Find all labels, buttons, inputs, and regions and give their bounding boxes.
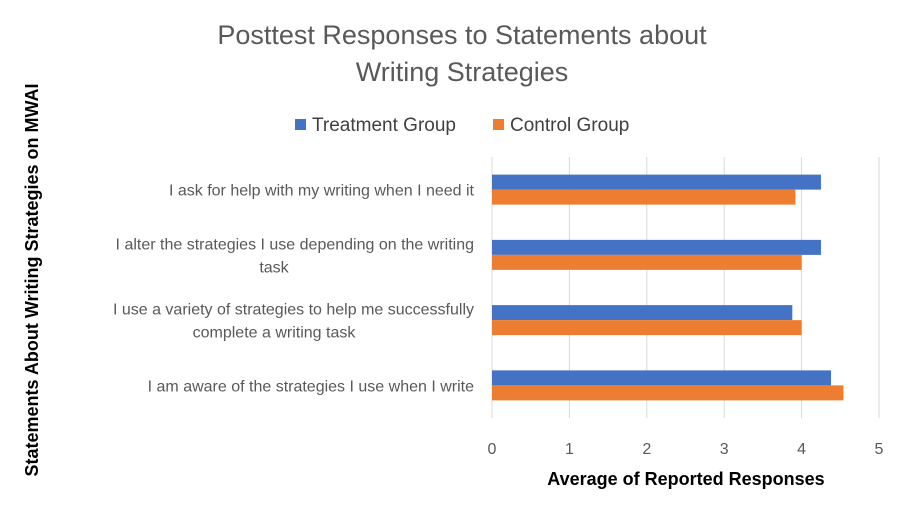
- legend: Treatment Group Control Group: [295, 115, 629, 136]
- category-label-1: I ask for help with my writing when I ne…: [169, 183, 475, 200]
- bar-control-group-1: [492, 189, 796, 205]
- y-axis-title: Statements About Writing Strategies on M…: [22, 83, 42, 476]
- legend-label-control-group: Control Group: [510, 115, 629, 136]
- x-tick-label-2: 2: [642, 441, 651, 458]
- legend-swatch-treatment-group: [295, 119, 306, 130]
- category-label-4: I am aware of the strategies I use when …: [148, 378, 474, 395]
- bar-control-group-2: [492, 254, 802, 270]
- category-label-2-line-2: task: [259, 259, 289, 276]
- chart-title-line-1: Posttest Responses to Statements about: [217, 20, 707, 50]
- category-label-3-line-2: complete a writing task: [193, 325, 357, 342]
- x-axis-title: Average of Reported Responses: [547, 469, 824, 489]
- x-tick-label-1: 1: [565, 441, 574, 458]
- x-tick-label-3: 3: [720, 441, 729, 458]
- chart-title-line-2: Writing Strategies: [356, 57, 569, 87]
- category-label-2-line-1: I alter the strategies I use depending o…: [116, 236, 474, 253]
- bars: [492, 174, 844, 401]
- bar-treatment-group-3: [492, 305, 793, 321]
- legend-label-treatment-group: Treatment Group: [312, 115, 456, 136]
- legend-swatch-control-group: [493, 119, 504, 130]
- bar-control-group-4: [492, 385, 844, 401]
- bar-treatment-group-4: [492, 370, 832, 386]
- x-tick-label-5: 5: [875, 441, 884, 458]
- category-label-3-line-1: I use a variety of strategies to help me…: [113, 302, 474, 319]
- bar-treatment-group-1: [492, 174, 821, 190]
- x-tick-label-4: 4: [797, 441, 806, 458]
- bar-control-group-3: [492, 320, 802, 336]
- bar-treatment-group-2: [492, 239, 821, 255]
- x-axis-ticks: 0 1 2 3 4 5: [488, 441, 884, 458]
- category-labels: I ask for help with my writing when I ne…: [113, 183, 475, 396]
- x-tick-label-0: 0: [488, 441, 497, 458]
